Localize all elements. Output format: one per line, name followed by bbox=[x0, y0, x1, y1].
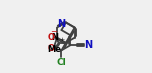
Text: O: O bbox=[48, 44, 55, 53]
Text: Me: Me bbox=[48, 45, 62, 54]
Text: +: + bbox=[60, 37, 65, 42]
Text: O: O bbox=[48, 33, 55, 42]
Text: −: − bbox=[50, 27, 57, 36]
Text: N: N bbox=[52, 33, 59, 42]
Text: N: N bbox=[57, 19, 66, 29]
Text: Cl: Cl bbox=[57, 58, 66, 67]
Text: N: N bbox=[85, 40, 93, 50]
